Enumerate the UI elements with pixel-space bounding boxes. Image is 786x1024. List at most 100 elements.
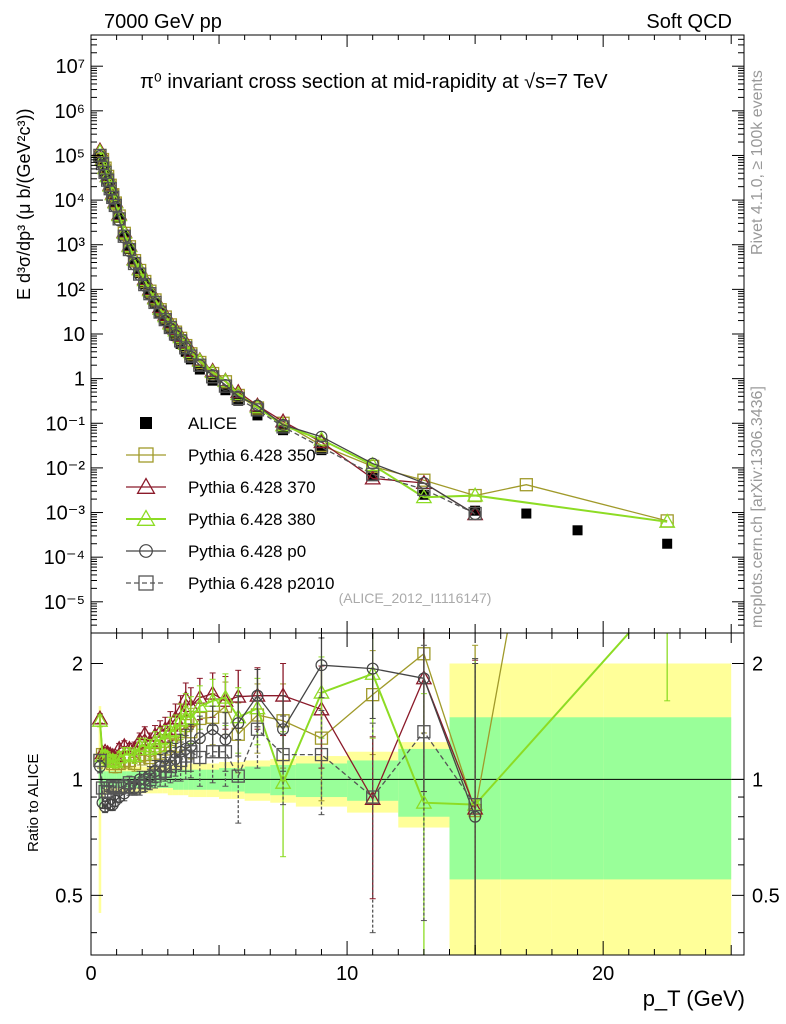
data-point	[146, 733, 164, 749]
y-tick-label: 10⁵	[54, 145, 85, 167]
data-point	[133, 267, 147, 281]
data-point	[127, 256, 142, 271]
data-point	[206, 723, 219, 736]
data-point	[519, 478, 533, 492]
data-point	[148, 769, 162, 783]
data-point	[179, 341, 193, 355]
side-text-top: Rivet 4.1.0, ≥ 100k events	[749, 70, 766, 255]
ratio-frame	[90, 632, 745, 956]
data-point	[136, 477, 156, 494]
data-point	[167, 721, 184, 737]
data-point	[218, 745, 233, 759]
y-tick-label: 10⁻⁵	[44, 592, 85, 614]
data-point	[572, 525, 583, 536]
data-point	[415, 488, 433, 504]
data-point	[138, 447, 154, 463]
data-point	[364, 790, 382, 805]
data-point	[367, 471, 378, 482]
data-point	[173, 753, 188, 768]
y-tick-label: 10	[63, 324, 85, 346]
legend-label: Pythia 6.428 370	[188, 478, 316, 497]
y-tick-label: 10⁻²	[46, 458, 86, 480]
data-point	[205, 745, 220, 759]
data-point	[95, 781, 110, 795]
data-point	[250, 403, 265, 417]
data-point	[250, 722, 265, 736]
analysis-id: (ALICE_2012_I1116147)	[339, 590, 492, 606]
band-inner	[98, 756, 102, 807]
data-point	[218, 379, 233, 393]
y-tick-label: 1	[74, 369, 85, 391]
data-point	[184, 349, 198, 363]
ratio-series-group	[91, 583, 674, 955]
data-point	[108, 198, 122, 213]
data-point	[314, 440, 329, 454]
y-tick-label: 10²	[56, 279, 85, 301]
ratio-y-tick-label: 0.5	[55, 885, 83, 907]
legend-entry: Pythia 6.428 380	[126, 509, 316, 529]
y-tick-label: 10⁴	[54, 190, 85, 212]
data-point	[417, 482, 431, 497]
x-tick-label: 0	[85, 963, 96, 985]
y-tick-label: 10⁷	[56, 56, 85, 78]
data-point	[110, 748, 128, 764]
data-point	[173, 334, 188, 348]
ratio-y-tick-label: 2	[72, 653, 83, 675]
series-pythia-6-428-p2010	[93, 148, 482, 521]
data-point	[276, 420, 290, 434]
y-tick-label: 10³	[56, 235, 85, 257]
ratio-y-tick-label: 0.5	[752, 885, 780, 907]
x-tick-label: 20	[592, 963, 614, 985]
data-point	[95, 156, 110, 171]
data-point	[117, 229, 131, 243]
data-point	[104, 751, 122, 767]
data-point	[112, 781, 126, 795]
side-text-bottom: mcplots.cern.ch [arXiv:1306.3436]	[749, 386, 766, 628]
data-point	[466, 487, 484, 502]
band-inner	[603, 717, 732, 880]
y-tick-label: 10⁻⁴	[44, 547, 85, 569]
data-point	[315, 659, 328, 672]
data-point	[182, 709, 200, 725]
data-point	[364, 469, 382, 485]
y-tick-label: 10⁶	[55, 101, 85, 123]
legend-entry: Pythia 6.428 370	[126, 477, 316, 497]
main-ylabel: E d³σ/dp³ (μ b/(GeV²c³))	[14, 108, 34, 300]
data-point	[143, 287, 157, 301]
data-point	[138, 776, 152, 790]
legend-label: Pythia 6.428 p2010	[188, 574, 335, 593]
ratio-y-tick-label: 1	[72, 769, 83, 791]
ratio-ylabel: Ratio to ALICE	[25, 754, 42, 852]
legend-entry: Pythia 6.428 p0	[126, 542, 306, 561]
data-point	[194, 364, 205, 375]
data-point	[366, 790, 380, 804]
band-inner	[500, 717, 552, 880]
x-tick-label: 10	[336, 963, 358, 985]
data-point	[133, 779, 147, 793]
data-point	[117, 779, 131, 793]
data-point	[158, 764, 172, 778]
ratio-panel: 0.5 0.51 12 20 10 20	[55, 583, 780, 985]
data-point	[112, 212, 126, 226]
header-right: Soft QCD	[646, 11, 732, 33]
header-left: 7000 GeV pp	[104, 11, 222, 33]
legend-label: ALICE	[188, 414, 237, 433]
data-point	[233, 395, 244, 406]
series-line	[99, 155, 476, 515]
main-panel: 10⁻⁵ 10⁻⁴ 10⁻³ 10⁻² 10⁻¹ 1 10 10² 10³ 10⁴ 10⁵ 10⁶ 10…	[44, 34, 745, 634]
data-point	[468, 797, 482, 812]
legend: ALICE Pythia 6.428 350 Pythia 6.428 370 Pyt…	[126, 414, 335, 593]
data-point	[193, 358, 207, 372]
data-point	[153, 305, 167, 319]
data-point	[148, 295, 162, 310]
data-point	[122, 242, 137, 257]
data-point	[660, 583, 674, 596]
data-point	[232, 717, 245, 730]
data-point	[521, 508, 532, 519]
band-inner	[244, 766, 271, 794]
data-point	[193, 750, 207, 765]
data-point	[205, 370, 220, 384]
ratio-y-tick-label: 2	[752, 653, 763, 675]
data-point	[121, 746, 138, 761]
data-point	[249, 398, 266, 414]
